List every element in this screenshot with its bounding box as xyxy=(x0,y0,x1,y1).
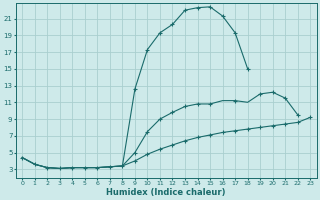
X-axis label: Humidex (Indice chaleur): Humidex (Indice chaleur) xyxy=(107,188,226,197)
